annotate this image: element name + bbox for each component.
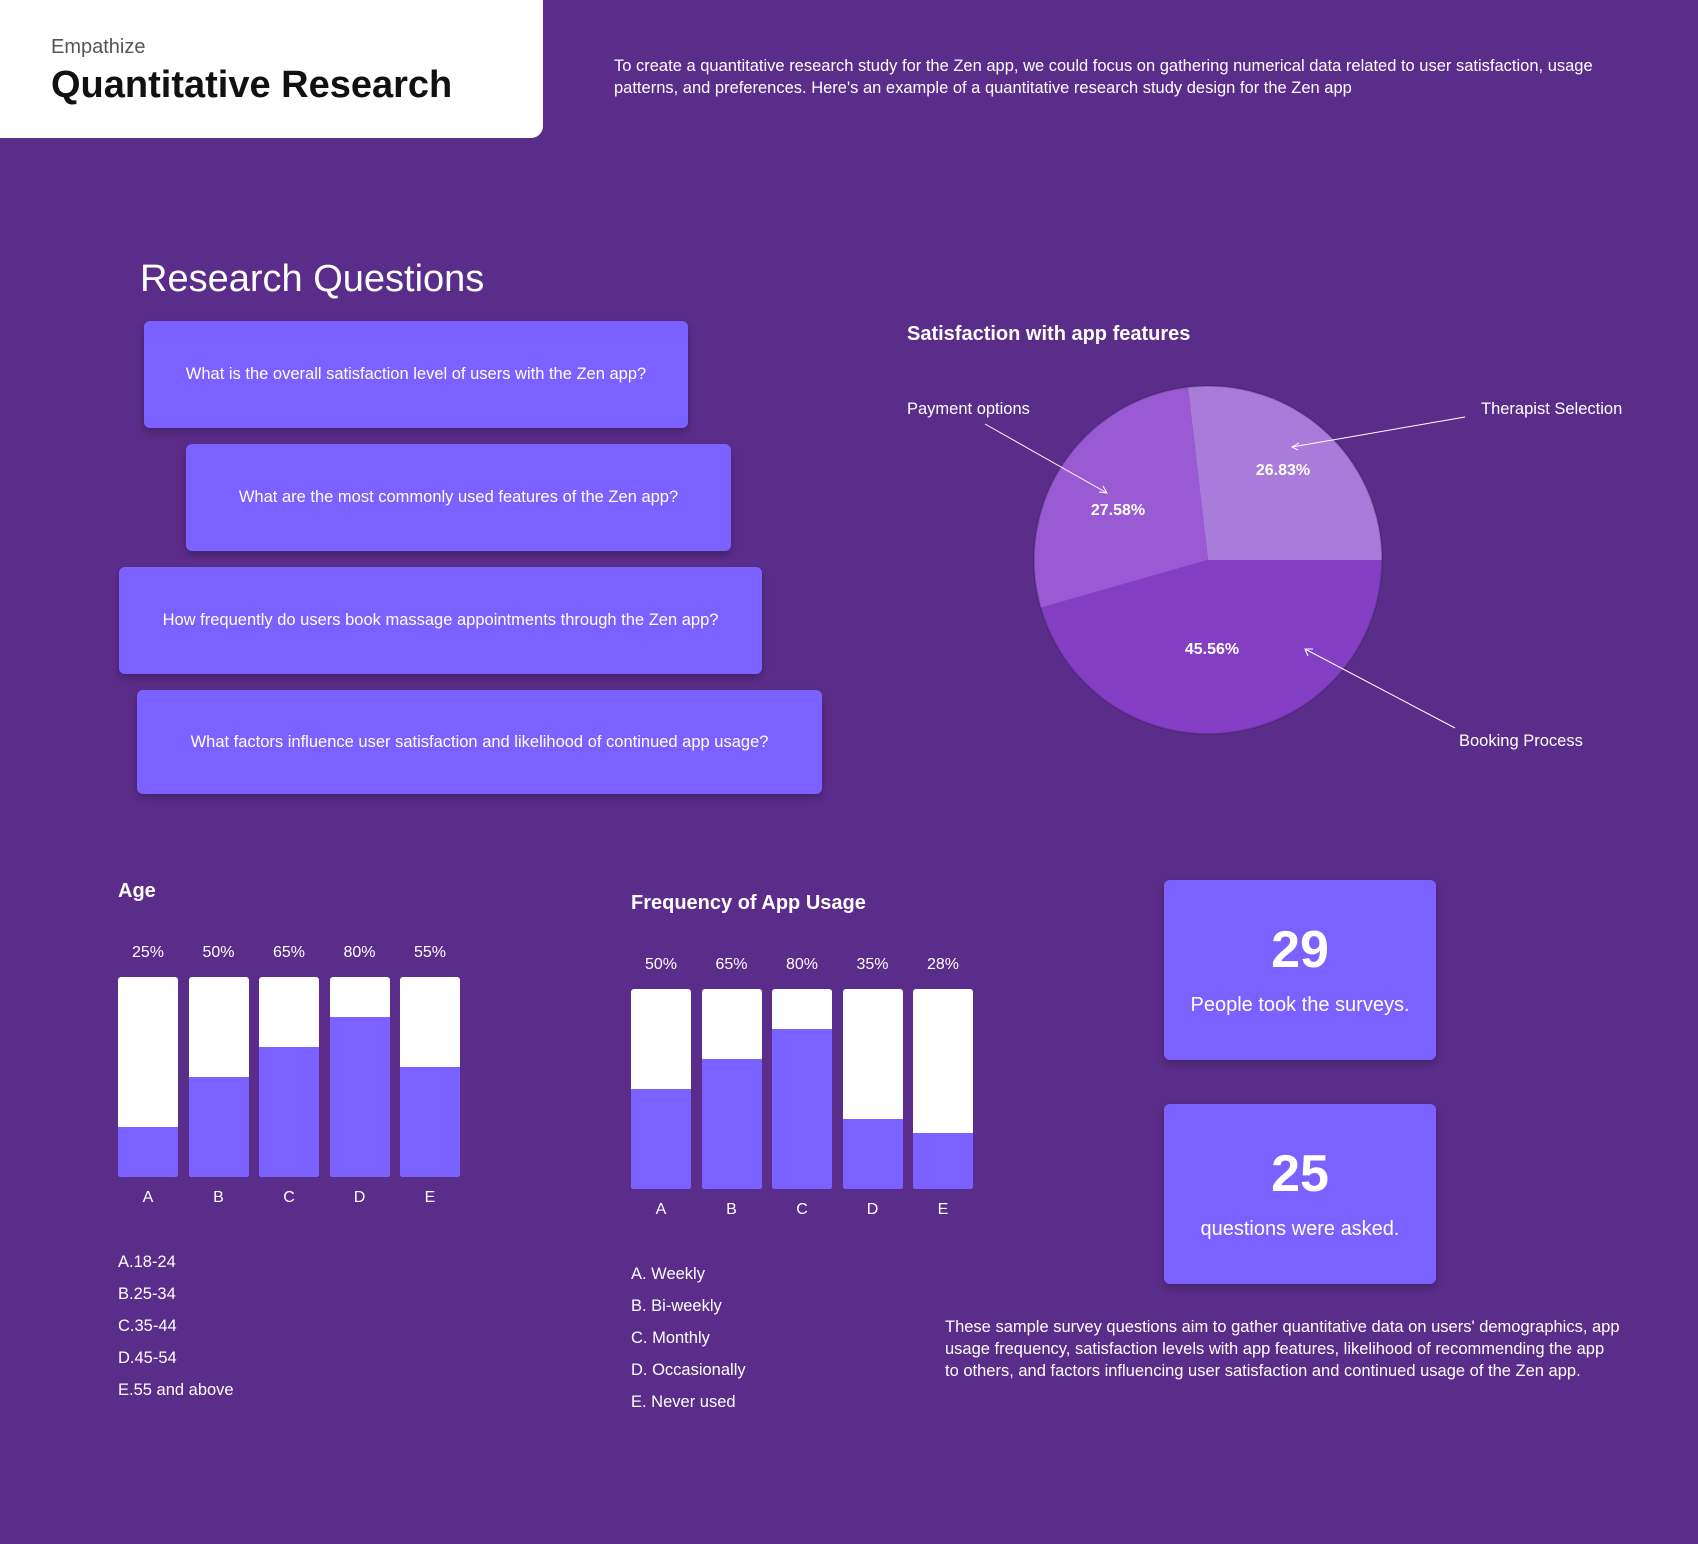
pie-outline [1033, 385, 1383, 735]
age-value-label: 50% [202, 944, 235, 961]
age-category-label: C [283, 1189, 295, 1206]
research-questions-title: Research Questions [140, 258, 485, 300]
age-bar [329, 1017, 390, 1177]
age-legend-item: A.18-24 [118, 1253, 176, 1271]
frequency-category-label: E [937, 1201, 949, 1218]
question-text: What factors influence user satisfaction… [190, 732, 769, 751]
stat-caption: questions were asked. [1200, 1218, 1400, 1240]
age-value-label: 25% [131, 944, 165, 961]
age-category-label: B [213, 1189, 224, 1206]
age-bar-track [118, 977, 178, 1177]
pie-legend-booking: Booking Process [1459, 732, 1583, 750]
age-legend-item: E.55 and above [118, 1381, 234, 1399]
age-bar [400, 1067, 460, 1177]
age-bar [188, 1077, 249, 1177]
stat-caption: People took the surveys. [1190, 994, 1410, 1016]
pie-slice-payment [1033, 387, 1208, 608]
leader-line-booking [1304, 648, 1456, 729]
age-bar-track [259, 977, 319, 1177]
header-card: Empathize Quantitative Research [0, 0, 543, 138]
frequency-legend-item: B. Bi-weekly [631, 1297, 722, 1315]
frequency-bar-track [913, 989, 973, 1189]
age-bar-track [329, 977, 390, 1177]
arrowhead-therapist [1290, 442, 1300, 451]
pie-chart-title: Satisfaction with app features [907, 323, 1191, 345]
frequency-bar-track [701, 989, 762, 1189]
frequency-value-label: 80% [785, 956, 819, 973]
section-eyebrow: Empathize [51, 36, 146, 58]
stat-card-surveys: 29 People took the surveys. [1164, 880, 1436, 1060]
frequency-bar [701, 1059, 762, 1189]
frequency-category-label: A [655, 1201, 667, 1218]
pie-value-label: 45.56% [1184, 641, 1240, 658]
age-legend-item: C.35-44 [118, 1317, 177, 1335]
summary-text: These sample survey questions aim to gat… [945, 1318, 1620, 1380]
frequency-value-label: 35% [856, 956, 889, 973]
question-text: What are the most commonly used features… [238, 488, 679, 506]
question-card: What are the most commonly used features… [186, 444, 731, 551]
frequency-bar-track [842, 989, 903, 1189]
age-legend-item: B.25-34 [118, 1285, 176, 1303]
age-bar-track [188, 977, 249, 1177]
age-category-label: A [142, 1189, 154, 1206]
frequency-value-label: 50% [644, 956, 678, 973]
age-value-label: 80% [343, 944, 376, 961]
pie-legend-therapist: Therapist Selection [1481, 400, 1623, 418]
frequency-bar [842, 1119, 903, 1189]
question-card: How frequently do users book massage app… [119, 567, 762, 674]
question-text: What is the overall satisfaction level o… [185, 365, 647, 383]
pie-value-label: 26.83% [1255, 462, 1311, 479]
stat-number: 29 [1271, 921, 1329, 979]
question-text: How frequently do users book massage app… [162, 611, 719, 629]
stat-number: 25 [1271, 1145, 1329, 1203]
age-category-label: D [353, 1189, 366, 1206]
pie-slice-therapist [1187, 386, 1382, 560]
pie-legend-payment: Payment options [907, 400, 1030, 418]
age-bar-track [400, 977, 460, 1177]
frequency-legend-item: A. Weekly [631, 1265, 705, 1283]
age-chart-title: Age [118, 880, 156, 902]
arrowhead-payment [1098, 485, 1108, 494]
frequency-legend-item: D. Occasionally [631, 1361, 746, 1379]
frequency-value-label: 28% [926, 956, 960, 973]
frequency-category-label: D [866, 1201, 879, 1218]
pie-value-label: 27.58% [1090, 502, 1146, 519]
leader-line-therapist [1291, 416, 1466, 448]
question-card: What factors influence user satisfaction… [137, 690, 822, 794]
frequency-category-label: C [796, 1201, 808, 1218]
age-bar [259, 1047, 319, 1177]
frequency-value-label: 65% [715, 956, 748, 973]
age-category-label: E [424, 1189, 436, 1206]
frequency-bar-track [631, 989, 691, 1189]
frequency-legend-item: E. Never used [631, 1393, 736, 1411]
leader-line-payment [984, 423, 1108, 494]
frequency-bar-track [772, 989, 832, 1189]
question-card: What is the overall satisfaction level o… [144, 321, 688, 428]
frequency-legend-item: C. Monthly [631, 1329, 710, 1347]
age-legend-item: D.45-54 [118, 1349, 177, 1367]
frequency-bar [772, 1029, 832, 1189]
pie-slice-booking [1040, 560, 1382, 734]
frequency-bar [631, 1089, 691, 1189]
stat-card-questions: 25 questions were asked. [1164, 1104, 1436, 1284]
page-title: Quantitative Research [51, 64, 453, 106]
age-value-label: 65% [272, 944, 306, 961]
age-value-label: 55% [413, 944, 447, 961]
age-bar [118, 1127, 178, 1177]
frequency-bar [913, 1133, 973, 1189]
frequency-chart-title: Frequency of App Usage [631, 892, 866, 914]
frequency-category-label: B [726, 1201, 737, 1218]
arrowhead-booking [1304, 648, 1313, 657]
intro-text: To create a quantitative research study … [614, 57, 1593, 97]
